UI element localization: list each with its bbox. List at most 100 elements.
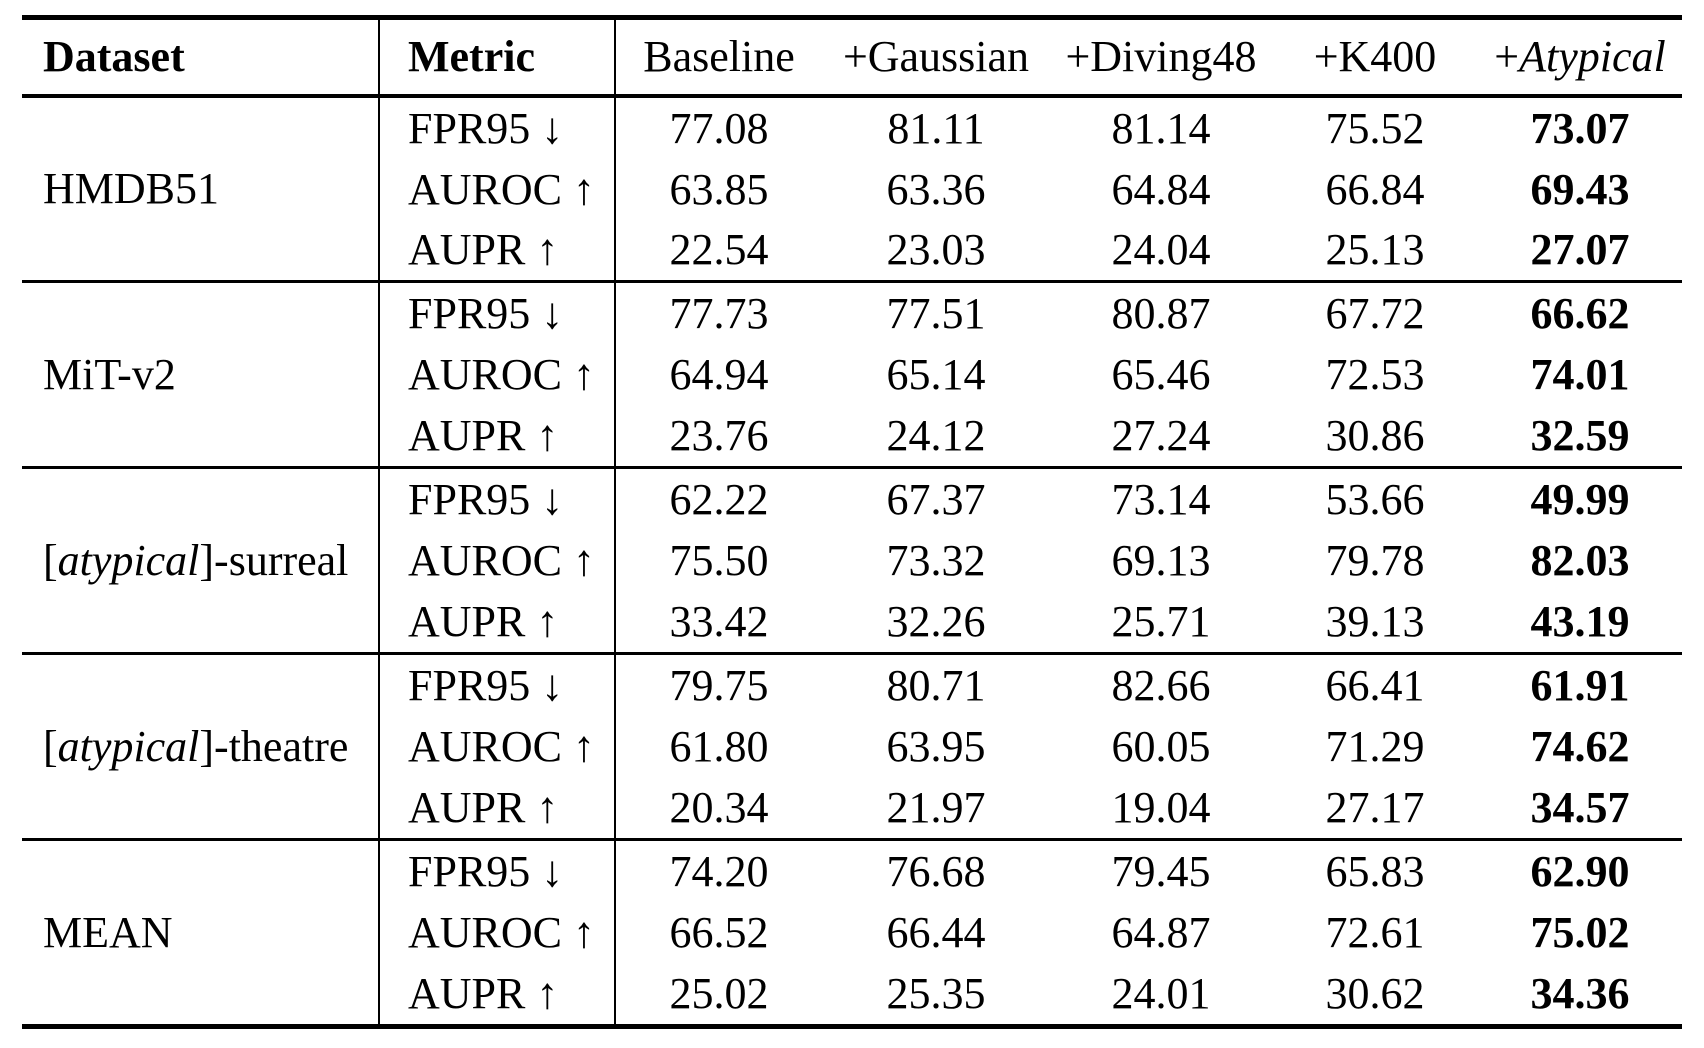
value-cell: 25.13 [1325, 225, 1425, 275]
dataset-name-part: [ [43, 536, 58, 586]
value-cell: 81.11 [887, 103, 985, 153]
header-text-part: Baseline [643, 32, 795, 82]
value-cell: 64.87 [1111, 907, 1211, 957]
col-header-gaussian: +Gaussian [822, 17, 1050, 98]
table-row: AUROC ↑ 63.85 63.36 64.84 66.84 69.43 [22, 158, 1682, 220]
value-cell: 61.80 [669, 722, 769, 771]
table-row: AUPR ↑ 20.34 21.97 19.04 27.17 34.57 [22, 776, 1682, 840]
value-cell: 62.22 [615, 466, 822, 531]
value-cell: 27.24 [1111, 411, 1211, 461]
dataset-cell: [atypical]-surreal [22, 466, 380, 654]
col-header-atypical: +Atypical [1478, 17, 1682, 98]
value-cell: 53.66 [1272, 466, 1478, 531]
table-row: [atypical]-surreal FPR95 ↓ 62.22 67.37 7… [22, 466, 1682, 654]
metric-cell: AUROC ↑ [379, 344, 616, 406]
value-cell: 72.61 [1325, 907, 1425, 957]
value-cell-best: 69.43 [1530, 164, 1630, 214]
table-row: AUROC ↑ 66.52 66.44 64.87 72.61 75.02 [22, 901, 1682, 963]
value-cell-best: 27.07 [1530, 225, 1630, 275]
header-text-part: +Gaussian [842, 32, 1030, 82]
metric-cell: AUROC ↑ [379, 716, 616, 777]
table-row: AUROC ↑ 64.94 65.14 65.46 72.53 74.01 [22, 344, 1682, 406]
value-cell: 65.46 [1111, 350, 1211, 400]
dataset-name-part-italic: atypical [57, 722, 200, 771]
value-cell: 67.72 [1272, 280, 1478, 345]
metric-cell: AUROC ↑ [379, 530, 616, 592]
value-cell: 69.13 [1111, 536, 1211, 586]
table-row: AUPR ↑ 23.76 24.12 27.24 30.86 32.59 [22, 405, 1682, 468]
value-cell: 66.44 [886, 907, 986, 957]
value-cell: 30.86 [1325, 411, 1425, 461]
value-cell: 80.87 [1050, 280, 1272, 345]
value-cell-best: 43.19 [1530, 597, 1630, 647]
metric-cell: FPR95 ↓ [379, 466, 616, 531]
value-cell: 25.02 [669, 968, 769, 1018]
dataset-group-atypical-surreal: [atypical]-surreal FPR95 ↓ 62.22 67.37 7… [22, 466, 1682, 654]
table-row: [atypical]-theatre FPR95 ↓ 79.75 80.71 8… [22, 652, 1682, 840]
value-cell: 32.26 [886, 597, 986, 647]
value-cell: 75.52 [1325, 103, 1425, 153]
value-cell: 24.01 [1111, 968, 1211, 1018]
value-cell-best: 66.62 [1478, 280, 1682, 345]
value-cell: 64.84 [1111, 164, 1211, 214]
value-cell-best: 34.57 [1530, 782, 1630, 832]
value-cell-best: 32.59 [1530, 411, 1630, 461]
table-row: AUPR ↑ 33.42 32.26 25.71 39.13 43.19 [22, 591, 1682, 654]
dataset-name-part: ]-theatre [199, 722, 349, 771]
value-cell: 63.95 [886, 722, 986, 771]
header-text-part: +Diving48 [1065, 32, 1257, 82]
value-cell-best: 74.01 [1530, 350, 1630, 400]
metric-cell: FPR95 ↓ [379, 652, 616, 717]
value-cell: 23.03 [886, 225, 986, 275]
value-cell: 75.50 [669, 536, 769, 586]
col-header-diving48: +Diving48 [1050, 17, 1272, 98]
table-row: HMDB51 FPR95 ↓ 77.08 81.11 81.14 75.52 7… [22, 95, 1682, 282]
value-cell: 71.29 [1325, 722, 1425, 771]
header-text-part: + [1494, 32, 1520, 82]
col-header-k400: +K400 [1272, 17, 1478, 98]
value-cell: 19.04 [1111, 782, 1211, 832]
value-cell: 74.20 [615, 837, 822, 902]
value-cell: 66.41 [1272, 652, 1478, 717]
table-row: AUROC ↑ 75.50 73.32 69.13 79.78 82.03 [22, 530, 1682, 592]
dataset-group-mean: MEAN FPR95 ↓ 74.20 76.68 79.45 65.83 62.… [22, 837, 1682, 1027]
value-cell: 66.52 [669, 907, 769, 957]
value-cell: 81.14 [1111, 103, 1211, 153]
value-cell-best: 49.99 [1478, 466, 1682, 531]
dataset-group-hmdb51: HMDB51 FPR95 ↓ 77.08 81.11 81.14 75.52 7… [22, 95, 1682, 282]
value-cell-best: 34.36 [1530, 968, 1630, 1018]
value-cell-best: 61.91 [1478, 652, 1682, 717]
metric-cell: AUROC ↑ [379, 901, 616, 963]
value-cell: 76.68 [822, 837, 1050, 902]
value-cell: 25.35 [886, 968, 986, 1018]
dataset-cell: MEAN [22, 837, 380, 1027]
dataset-cell: MiT-v2 [22, 280, 380, 468]
value-cell: 27.17 [1325, 782, 1425, 832]
value-cell: 65.83 [1272, 837, 1478, 902]
col-header-metric: Metric [379, 17, 616, 98]
table-row: AUROC ↑ 61.80 63.95 60.05 71.29 74.62 [22, 716, 1682, 777]
value-cell: 79.45 [1050, 837, 1272, 902]
value-cell: 24.04 [1111, 225, 1211, 275]
results-table: Dataset Metric Baseline +Gaussian +Divin… [22, 15, 1682, 1029]
value-cell: 66.84 [1325, 164, 1425, 214]
metric-cell: FPR95 ↓ [379, 280, 616, 345]
results-table-container: Dataset Metric Baseline +Gaussian +Divin… [22, 15, 1682, 1029]
value-cell: 63.36 [886, 164, 986, 214]
dataset-name-part-italic: atypical [57, 536, 200, 586]
value-cell: 73.14 [1050, 466, 1272, 531]
value-cell: 77.51 [822, 280, 1050, 345]
dataset-name-part: MEAN [43, 907, 173, 957]
value-cell: 65.14 [886, 350, 986, 400]
dataset-name-part: HMDB51 [43, 164, 220, 214]
value-cell: 22.54 [669, 225, 769, 275]
dataset-cell: [atypical]-theatre [22, 652, 380, 840]
metric-cell: FPR95 ↓ [379, 837, 616, 902]
value-cell: 33.42 [669, 597, 769, 647]
value-cell-best: 74.62 [1530, 722, 1630, 771]
metric-cell: AUPR ↑ [379, 405, 616, 468]
value-cell-best: 62.90 [1478, 837, 1682, 902]
col-header-dataset: Dataset [22, 17, 380, 98]
dataset-name-part: ]-surreal [199, 536, 349, 586]
metric-cell: AUPR ↑ [379, 962, 616, 1027]
